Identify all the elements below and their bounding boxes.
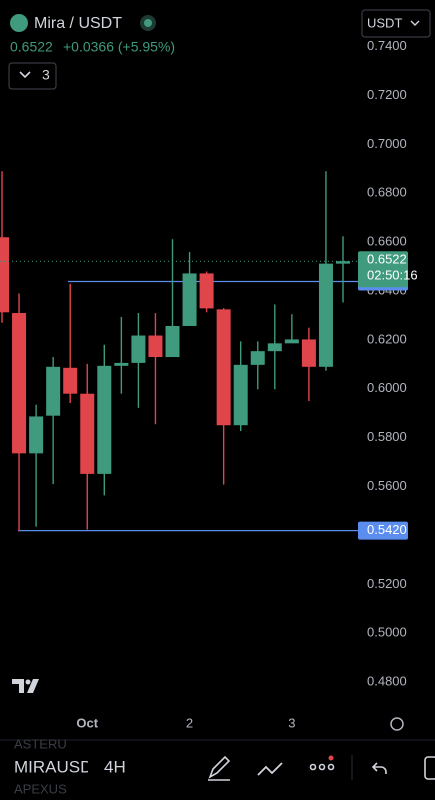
candle-body: [148, 335, 163, 358]
candle-body: [165, 325, 180, 358]
candle-body: [114, 362, 129, 366]
currency-button[interactable]: [361, 9, 431, 38]
watch-item: APEXUS: [14, 781, 67, 796]
candle-body: [97, 365, 112, 474]
symbol[interactable]: Mira / USDT: [34, 15, 122, 32]
candle-body: [12, 313, 27, 454]
tv-logo: [12, 679, 39, 693]
candle-body: [182, 273, 197, 326]
candle-body: [233, 364, 248, 426]
candle-body: [336, 261, 350, 264]
footer-symbol[interactable]: MIRAUSDT: [14, 757, 103, 776]
interval[interactable]: 4H: [104, 757, 126, 776]
candle-body: [318, 263, 333, 367]
x-tick-label: 2: [186, 715, 193, 730]
indicator-count: 3: [42, 67, 50, 83]
price: 0.6522: [10, 39, 53, 55]
candle-body: [63, 367, 78, 394]
y-tick-label: 0.7200: [367, 87, 407, 102]
last-price-label: 0.6522: [367, 252, 407, 267]
candle-body: [216, 309, 231, 426]
y-tick-label: 0.6200: [367, 331, 407, 346]
candle-body: [199, 273, 214, 309]
change: +0.0366 (+5.95%): [63, 39, 175, 55]
last-price-tag: [358, 251, 408, 288]
level-tag: [358, 521, 408, 540]
y-tick-label: 0.6800: [367, 185, 407, 200]
level-label: 0.5420: [367, 522, 407, 537]
y-tick-label: 0.6000: [367, 380, 407, 395]
y-tick-label: 0.5200: [367, 576, 407, 591]
candle-body: [301, 339, 316, 367]
candle-body: [46, 366, 61, 416]
candle-body: [284, 339, 299, 344]
candle-body: [267, 343, 282, 352]
countdown: 02:50:16: [367, 268, 418, 283]
candle-body: [80, 393, 95, 474]
y-tick-label: 0.5800: [367, 429, 407, 444]
svg-text:USDT: USDT: [367, 15, 402, 30]
settings[interactable]: [390, 717, 404, 731]
more[interactable]: [309, 763, 335, 771]
y-tick-label: 0.6600: [367, 234, 407, 249]
candle-body: [29, 416, 44, 454]
candle-body: [0, 237, 9, 313]
y-tick-label: 0.5000: [367, 625, 407, 640]
undo[interactable]: [371, 762, 387, 774]
indicators-tool[interactable]: [257, 762, 283, 776]
y-tick-label: 0.5600: [367, 478, 407, 493]
y-tick-label: 0.4800: [367, 674, 407, 689]
indicator-toggle[interactable]: [8, 62, 57, 90]
y-tick-label: 0.7000: [367, 136, 407, 151]
candle-body: [250, 351, 265, 365]
chart: 0.74000.72000.70000.68000.66000.64000.62…: [0, 38, 418, 730]
candle-body: [131, 335, 146, 363]
draw-tool[interactable]: [208, 755, 231, 781]
x-tick-label: 3: [288, 715, 295, 730]
x-tick-label: Oct: [76, 715, 98, 730]
y-tick-label: 0.7400: [367, 38, 407, 53]
watch-item: ASTERU: [14, 736, 67, 751]
coin-icon: [10, 14, 28, 32]
